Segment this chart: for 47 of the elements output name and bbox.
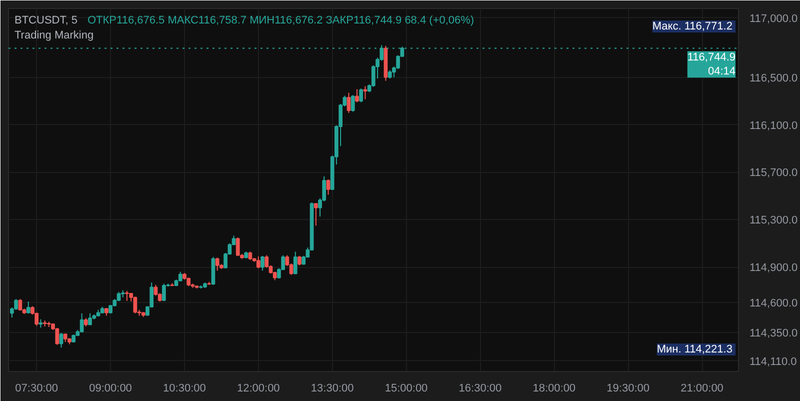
candlestick — [26, 301, 30, 314]
ref-line-label: 116,744.9 04:14 — [687, 51, 736, 78]
candlestick — [55, 328, 60, 346]
x-tick-label: 10:30:00 — [163, 382, 206, 394]
candlestick — [350, 94, 355, 112]
annotation: Мин. 114,221.3 — [656, 344, 732, 356]
y-tick-label: 114,110.0 — [750, 356, 797, 368]
candlestick — [236, 236, 240, 256]
candlestick — [359, 88, 364, 103]
candlestick — [18, 298, 22, 311]
candlestick — [80, 312, 84, 333]
candlestick — [355, 88, 359, 103]
y-tick-label: 115,300.0 — [750, 214, 798, 227]
candlestick — [298, 255, 302, 266]
x-tick-label: 09:00:00 — [89, 382, 132, 394]
candlestick — [215, 257, 220, 272]
candlestick — [346, 92, 351, 114]
text: Trading Marking — [14, 30, 94, 42]
y-tick-label: 117,000.0 — [750, 12, 798, 25]
x-tick-label: 19:30:00 — [606, 382, 650, 394]
x-tick-label: 16:30:00 — [458, 382, 502, 394]
candlestick — [59, 332, 64, 348]
y-tick-label: 116,500.0 — [750, 72, 798, 84]
candlestick — [256, 256, 260, 269]
x-tick-label: 13:30:00 — [310, 382, 354, 394]
y-tick-label: 114,350.0 — [750, 327, 798, 340]
x-tick-label: 21:00:00 — [680, 382, 724, 394]
x-tick-label: 18:00:00 — [532, 382, 576, 394]
candlestick — [326, 178, 330, 196]
candlestick — [162, 283, 166, 302]
x-tick-label: 15:00:00 — [384, 382, 428, 394]
y-tick-label: 116,100.0 — [750, 120, 798, 132]
x-tick-label: 12:00:00 — [236, 382, 280, 394]
candlestick — [125, 290, 129, 302]
candlestick — [314, 202, 318, 226]
candlestick — [178, 271, 182, 282]
annotation: ОТКР116,676.5 МАКС116,758.7 МИН116,676.2 ЗАКР116,744.9 68.4 (+0,06%) — [88, 14, 474, 26]
candlestick — [293, 251, 298, 275]
candlestick — [363, 86, 368, 100]
x-tick-label: 07:30:00 — [15, 382, 58, 394]
annotation: Макс. 116,771.2 — [652, 20, 732, 32]
candlestick — [133, 296, 138, 314]
y-tick-label: 114,900.0 — [750, 262, 798, 274]
y-tick-label: 114,600.0 — [750, 298, 798, 310]
text: BTCUSDT, 5 — [14, 14, 78, 26]
y-tick-label: 115,700.0 — [750, 167, 798, 180]
candlestick — [260, 255, 264, 272]
